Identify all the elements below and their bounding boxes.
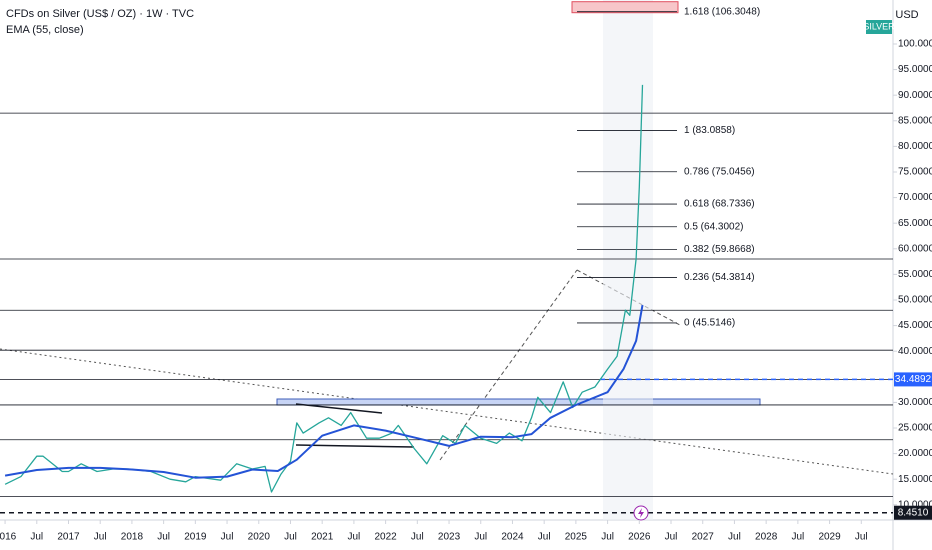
x-tick-label: 2021 (311, 532, 334, 543)
currency-label[interactable]: USD (895, 9, 918, 21)
x-tick-label: 2027 (692, 532, 715, 543)
x-tick-label: Jul (284, 532, 297, 543)
chart-title: CFDs on Silver (US$ / OZ) · 1W · TVC (6, 8, 194, 20)
y-tick-label: 25.0000 (898, 423, 932, 434)
x-tick-label: 2016 (0, 532, 17, 543)
trendline (0, 348, 894, 475)
y-tick-label: 30.0000 (898, 397, 932, 408)
indicator-label: EMA (55, close) (6, 24, 84, 36)
x-tick-label: Jul (411, 532, 424, 543)
price-label-bg (894, 372, 932, 387)
x-tick-label: 2017 (57, 532, 80, 543)
x-tick-label: 2024 (501, 532, 524, 543)
legend-bg (0, 0, 160, 36)
y-tick-label: 90.0000 (898, 90, 932, 101)
y-tick-label: 10.0000 (898, 499, 932, 510)
fib-label: 0 (45.5146) (684, 318, 735, 329)
x-tick-label: Jul (30, 532, 43, 543)
x-tick-label: Jul (791, 532, 804, 543)
event-icon-glyph (638, 508, 644, 518)
x-tick-label: Jul (601, 532, 614, 543)
x-tick-label: 2026 (628, 532, 651, 543)
x-tick-label: 2020 (248, 532, 271, 543)
trendline (295, 403, 383, 414)
x-tick-label: 2029 (818, 532, 841, 543)
y-tick-label: 95.0000 (898, 64, 932, 75)
x-tick-label: Jul (665, 532, 678, 543)
x-tick-label: 2028 (755, 532, 778, 543)
fib-label: 1 (83.0858) (684, 125, 735, 136)
zone (276, 398, 761, 406)
y-tick-label: 100.0000 (898, 39, 932, 50)
y-tick-label: 80.0000 (898, 141, 932, 152)
x-tick-label: Jul (348, 532, 361, 543)
x-tick-label: Jul (474, 532, 487, 543)
y-tick-label: 50.0000 (898, 295, 932, 306)
y-tick-label: 65.0000 (898, 218, 932, 229)
fib-label: 1.618 (106.3048) (684, 6, 760, 17)
drawings (0, 0, 894, 520)
price-label-bg (894, 505, 932, 520)
y-tick-label: 15.0000 (898, 474, 932, 485)
fib-label: 0.236 (54.3814) (684, 272, 755, 283)
x-tick-label: 2022 (374, 532, 397, 543)
x-tick-label: Jul (538, 532, 551, 543)
x-tick-label: Jul (221, 532, 234, 543)
ema-line (4, 304, 644, 479)
y-tick-label: 40.0000 (898, 346, 932, 357)
x-tick-label: Jul (855, 532, 868, 543)
fib-label: 0.618 (68.7336) (684, 199, 755, 210)
price-label: 8.4510 (898, 507, 929, 518)
y-tick-label: 60.0000 (898, 243, 932, 254)
x-tick-label: 2025 (565, 532, 588, 543)
fib-label: 0.5 (64.3002) (684, 221, 744, 232)
x-tick-label: 2019 (184, 532, 207, 543)
y-tick-label: 45.0000 (898, 320, 932, 331)
y-tick-label: 55.0000 (898, 269, 932, 280)
marks: 1.618 (106.3048) 1 (83.0858) 0.786 (75.045… (0, 1, 893, 514)
x-tick-label: 2023 (438, 532, 461, 543)
fib-label: 0.786 (75.0456) (684, 166, 755, 177)
x-tick-label: Jul (728, 532, 741, 543)
symbol-tag-bg (866, 20, 892, 34)
symbol-tag: SILVER (863, 21, 895, 31)
fib-label: 0.382 (59.8668) (684, 244, 755, 255)
x-tick-label: Jul (94, 532, 107, 543)
price-label: 34.4892 (895, 374, 932, 385)
x-tick-label: 2018 (121, 532, 144, 543)
y-tick-label: 70.0000 (898, 192, 932, 203)
y-tick-label: 20.0000 (898, 448, 932, 459)
y-tick-label: 75.0000 (898, 167, 932, 178)
y-tick-label: 85.0000 (898, 115, 932, 126)
fib-box (571, 1, 679, 14)
x-tick-label: Jul (157, 532, 170, 543)
trendline (295, 444, 415, 448)
